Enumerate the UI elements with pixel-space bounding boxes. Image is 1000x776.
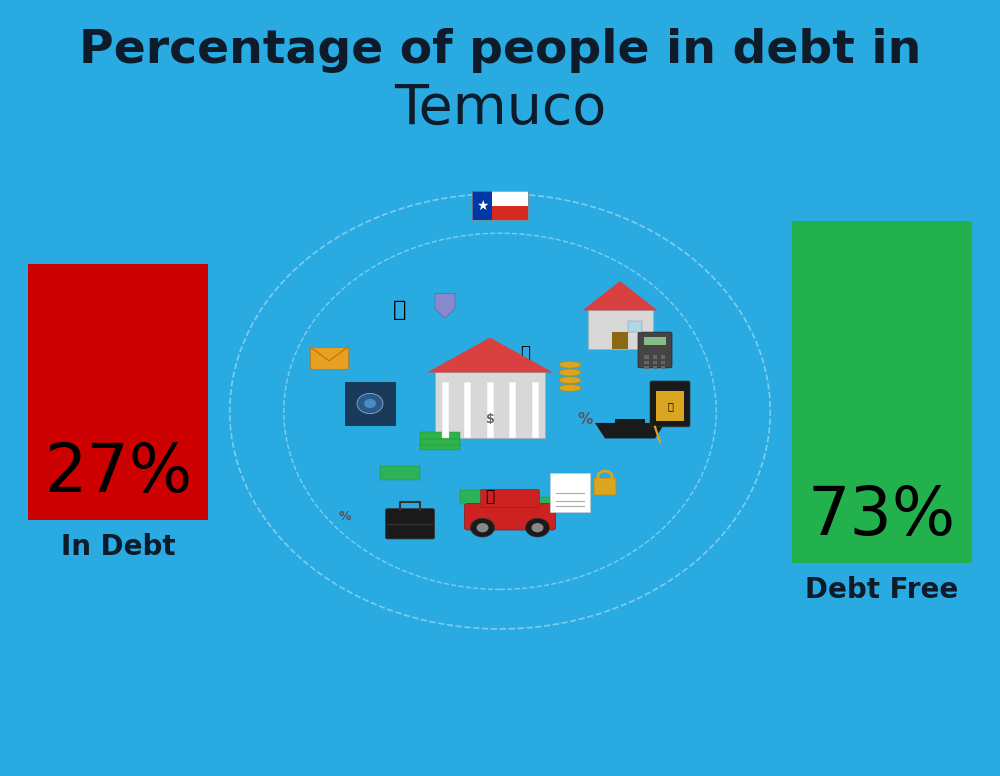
FancyBboxPatch shape [594, 478, 616, 495]
Text: Percentage of people in debt in: Percentage of people in debt in [79, 28, 921, 73]
FancyBboxPatch shape [656, 391, 684, 421]
Text: 🔑: 🔑 [520, 344, 530, 362]
Polygon shape [427, 338, 553, 372]
Text: 27%: 27% [44, 440, 192, 507]
FancyBboxPatch shape [464, 504, 556, 530]
Text: Temuco: Temuco [394, 81, 606, 136]
FancyBboxPatch shape [550, 473, 590, 512]
FancyBboxPatch shape [472, 191, 528, 206]
FancyBboxPatch shape [472, 206, 528, 220]
Polygon shape [380, 466, 420, 480]
FancyBboxPatch shape [628, 321, 642, 332]
FancyBboxPatch shape [435, 372, 545, 438]
Text: %: % [577, 411, 593, 427]
Polygon shape [582, 281, 658, 310]
FancyBboxPatch shape [660, 366, 665, 369]
Text: $: $ [486, 413, 494, 425]
Ellipse shape [559, 369, 581, 376]
Text: %: % [339, 510, 351, 522]
Text: In Debt: In Debt [61, 533, 175, 561]
FancyBboxPatch shape [644, 337, 666, 345]
FancyBboxPatch shape [652, 361, 657, 364]
FancyBboxPatch shape [652, 366, 657, 369]
Circle shape [364, 399, 376, 408]
FancyBboxPatch shape [420, 438, 460, 445]
Circle shape [477, 523, 488, 532]
Ellipse shape [559, 384, 581, 391]
FancyBboxPatch shape [420, 443, 460, 450]
FancyBboxPatch shape [644, 361, 649, 364]
FancyBboxPatch shape [660, 361, 665, 364]
Ellipse shape [559, 361, 581, 369]
Polygon shape [460, 490, 500, 504]
FancyBboxPatch shape [660, 355, 665, 359]
Polygon shape [530, 497, 570, 511]
FancyBboxPatch shape [385, 509, 434, 539]
Circle shape [471, 518, 494, 537]
FancyBboxPatch shape [644, 366, 649, 369]
FancyBboxPatch shape [420, 432, 460, 439]
FancyBboxPatch shape [472, 191, 492, 220]
Text: ★: ★ [476, 199, 488, 213]
FancyBboxPatch shape [345, 383, 395, 425]
Polygon shape [595, 423, 665, 438]
FancyBboxPatch shape [588, 310, 652, 349]
FancyBboxPatch shape [652, 355, 657, 359]
FancyBboxPatch shape [486, 383, 494, 438]
FancyBboxPatch shape [792, 221, 972, 563]
Ellipse shape [253, 213, 747, 609]
Polygon shape [435, 293, 455, 318]
Text: 🏦: 🏦 [667, 401, 673, 411]
FancyBboxPatch shape [650, 381, 690, 427]
Ellipse shape [559, 377, 581, 384]
FancyBboxPatch shape [509, 383, 516, 438]
FancyBboxPatch shape [615, 419, 645, 438]
FancyBboxPatch shape [310, 347, 348, 369]
FancyBboxPatch shape [612, 332, 628, 349]
FancyBboxPatch shape [464, 383, 471, 438]
Text: 73%: 73% [808, 483, 956, 549]
Text: 🦅: 🦅 [393, 300, 407, 320]
Text: 🐷: 🐷 [485, 489, 495, 504]
FancyBboxPatch shape [532, 383, 539, 438]
Circle shape [531, 523, 543, 532]
FancyBboxPatch shape [28, 264, 208, 520]
Circle shape [357, 393, 383, 414]
FancyBboxPatch shape [644, 355, 649, 359]
FancyBboxPatch shape [638, 332, 672, 368]
FancyBboxPatch shape [442, 383, 449, 438]
Circle shape [525, 518, 549, 537]
FancyBboxPatch shape [481, 489, 540, 508]
Text: Debt Free: Debt Free [805, 576, 959, 604]
